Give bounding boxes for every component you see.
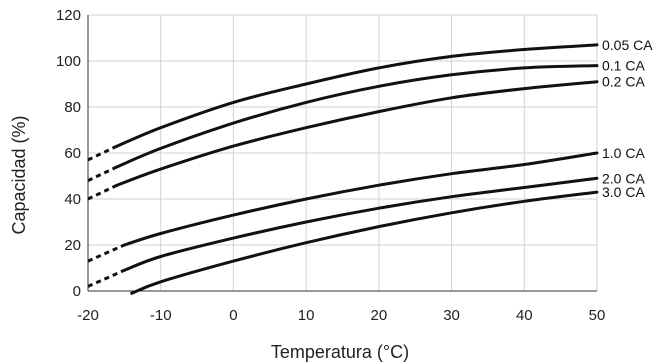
x-tick-label: 30 xyxy=(443,307,460,324)
y-tick-label: 40 xyxy=(64,191,81,208)
series-label: 0.1 CA xyxy=(602,58,645,74)
series-line xyxy=(130,190,599,295)
y-tick-label: 80 xyxy=(64,99,81,116)
y-tick-label: 0 xyxy=(73,283,81,300)
x-tick-label: 50 xyxy=(589,307,606,324)
tick-labels: -20 -10 0 10 20 30 40 50 0 20 40 60 80 100 120 xyxy=(56,7,605,324)
series-line-dashed xyxy=(87,183,118,201)
x-tick-label: 0 xyxy=(229,307,237,324)
axes xyxy=(87,15,597,292)
series-line-dashed xyxy=(87,268,125,288)
y-tick-label: 20 xyxy=(64,237,81,254)
series-line xyxy=(122,151,599,247)
series-line-dashed xyxy=(87,144,118,162)
series-line xyxy=(115,64,599,169)
y-tick-label: 60 xyxy=(64,145,81,162)
x-axis-title: Temperatura (°C) xyxy=(271,342,409,362)
series-labels: 0.05 CA 0.1 CA0.2 CA 1.0 CA 2.0 CA3.0 CA xyxy=(602,37,653,200)
series-line xyxy=(122,176,599,272)
x-tick-label: 10 xyxy=(298,307,315,324)
series-label: 1.0 CA xyxy=(602,145,645,161)
x-tick-label: 20 xyxy=(371,307,388,324)
series-label: 2.0 CA xyxy=(602,170,645,186)
x-tick-label: -20 xyxy=(77,307,99,324)
series-label: 0.05 CA xyxy=(602,37,653,53)
x-tick-label: -10 xyxy=(150,307,172,324)
grid xyxy=(88,14,598,291)
series-line xyxy=(115,43,599,148)
series-line xyxy=(115,80,599,187)
series-line-dashed xyxy=(87,243,125,263)
series-lines xyxy=(87,43,599,295)
y-tick-label: 100 xyxy=(56,53,81,70)
series-label: 0.2 CA xyxy=(602,74,645,90)
x-tick-label: 40 xyxy=(516,307,533,324)
y-axis-title: Capacidad (%) xyxy=(9,115,29,234)
series-line-dashed xyxy=(87,165,118,182)
series-label: 3.0 CA xyxy=(602,184,645,200)
y-tick-label: 120 xyxy=(56,7,81,24)
